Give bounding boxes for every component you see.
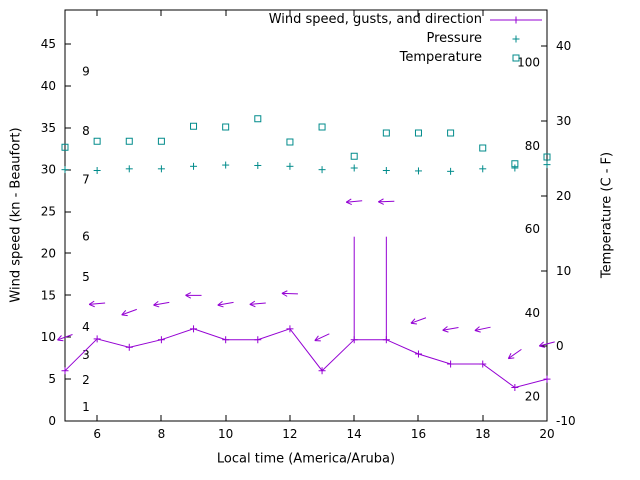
svg-text:30: 30 [41,163,56,177]
svg-text:0: 0 [48,414,56,428]
svg-text:-10: -10 [556,414,576,428]
svg-text:6: 6 [93,427,101,441]
beaufort-scale-label: 5 [82,270,90,284]
y2-axis-title: Temperature (C - F) [599,151,615,279]
beaufort-scale-label: 2 [82,373,90,387]
y-axis-title: Wind speed (kn - Beaufort) [8,127,24,303]
svg-text:20: 20 [556,189,571,203]
svg-text:40: 40 [41,79,56,93]
pressure-series [61,161,551,175]
legend-label-pressure: Pressure [426,31,482,46]
svg-text:12: 12 [282,427,297,441]
svg-text:14: 14 [347,427,362,441]
axes [64,9,548,422]
legend: Wind speed, gusts, and direction Pressur… [269,10,544,67]
beaufort-scale-label: 7 [82,173,90,187]
fahrenheit-scale-label: 20 [525,389,540,403]
svg-text:5: 5 [48,372,56,386]
legend-label-wind: Wind speed, gusts, and direction [268,12,482,27]
tick-labels: 6 8 10 12 14 16 18 20051015202530354045-1001020… [41,37,576,441]
legend-entry-wind: Wind speed, gusts, and direction [269,10,544,29]
svg-text:10: 10 [556,264,571,278]
fahrenheit-scale-label: 100 [517,56,540,70]
temperature-square-marker [512,54,520,61]
beaufort-scale-label: 4 [82,320,90,334]
svg-text:40: 40 [556,39,571,53]
wind-line-plus-marker [490,16,542,23]
svg-text:0: 0 [556,339,564,353]
legend-entry-pressure: Pressure [269,29,544,48]
beaufort-scale-label: 1 [82,400,90,414]
fahrenheit-scale-label: 60 [525,222,540,236]
svg-text:8: 8 [158,427,166,441]
wind-series [57,198,555,391]
pressure-plus-marker [512,35,520,42]
svg-text:15: 15 [41,288,56,302]
legend-entry-temperature: Temperature [269,48,544,67]
svg-text:10: 10 [218,427,233,441]
svg-text:25: 25 [41,205,56,219]
svg-text:45: 45 [41,37,56,51]
svg-text:16: 16 [411,427,426,441]
svg-text:20: 20 [539,427,554,441]
fahrenheit-scale-label: 80 [525,139,540,153]
x-axis-title: Local time (America/Aruba) [216,451,396,467]
beaufort-scale-label: 9 [82,65,90,79]
beaufort-scale-label: 3 [82,348,90,362]
legend-label-temperature: Temperature [399,50,482,65]
svg-text:18: 18 [475,427,490,441]
svg-text:35: 35 [41,121,56,135]
svg-text:20: 20 [41,246,56,260]
beaufort-scale-label: 8 [82,124,90,138]
svg-text:10: 10 [41,330,56,344]
fahrenheit-scale-label: 40 [525,306,540,320]
beaufort-scale-label: 6 [82,230,90,244]
temperature-series [61,115,551,168]
svg-text:30: 30 [556,114,571,128]
